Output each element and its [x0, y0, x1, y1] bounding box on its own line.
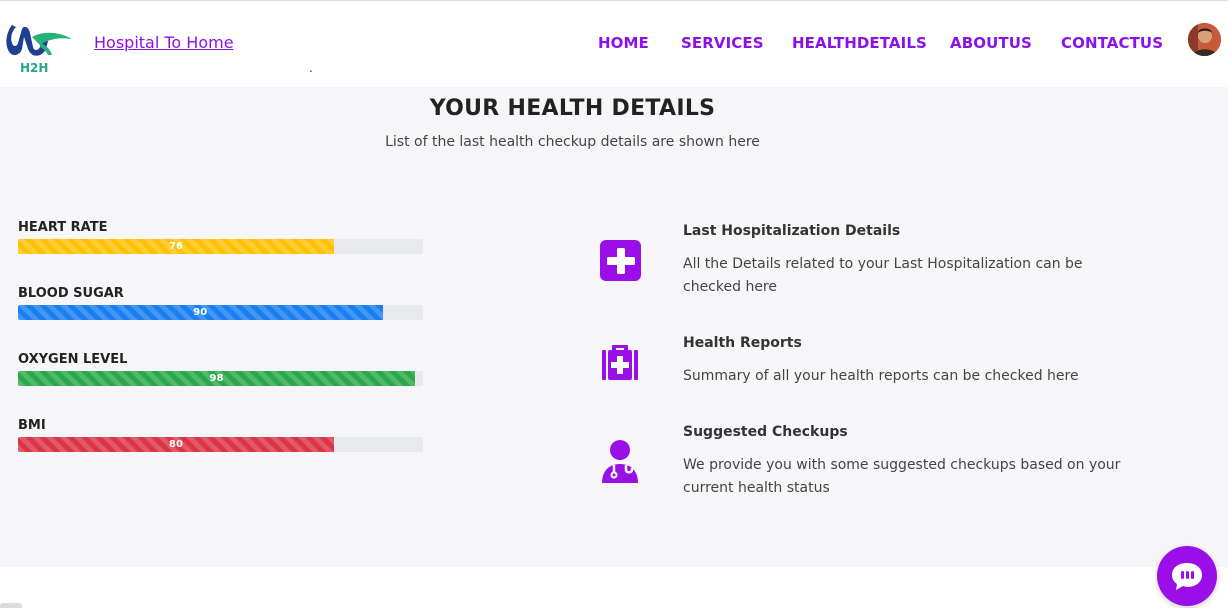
progress-fill: 98: [18, 371, 415, 386]
progress-fill: 90: [18, 305, 383, 320]
metric-bmi: BMI 80: [18, 418, 423, 452]
top-border: [0, 0, 1228, 1]
progress-track: 98: [18, 371, 423, 386]
metric-label: HEART RATE: [18, 220, 108, 235]
metric-blood-sugar: BLOOD SUGAR 90: [18, 286, 423, 320]
feature-desc-health-reports: Summary of all your health reports can b…: [683, 368, 1079, 384]
progress-value: 80: [168, 439, 183, 450]
page-title: YOUR HEALTH DETAILS: [429, 96, 716, 121]
chat-bubble-icon: [1172, 563, 1202, 590]
progress-fill: 80: [18, 437, 334, 452]
metric-heart-rate: HEART RATE 76: [18, 220, 423, 254]
progress-value: 98: [209, 373, 224, 384]
metric-label: OXYGEN LEVEL: [18, 352, 128, 367]
progress-value: 90: [193, 307, 208, 318]
doctor-icon[interactable]: [595, 437, 645, 487]
site-header: H2H Hospital To Home . HOME SERVICES HEA…: [0, 1, 1228, 87]
progress-track: 90: [18, 305, 423, 320]
feature-title-health-reports[interactable]: Health Reports: [683, 335, 802, 351]
feature-desc-hospitalization: All the Details related to your Last Hos…: [683, 256, 1083, 295]
page-subtitle: List of the last health checkup details …: [385, 134, 760, 150]
nav-healthdetails[interactable]: HEALTHDETAILS: [792, 34, 927, 52]
nav-contactus[interactable]: CONTACTUS: [1061, 34, 1164, 52]
footer-area: [0, 567, 1228, 608]
medical-cross-icon[interactable]: [595, 236, 645, 286]
metric-label: BLOOD SUGAR: [18, 286, 124, 301]
logo-text: H2H: [20, 61, 49, 75]
feature-title-suggested-checkups[interactable]: Suggested Checkups: [683, 424, 848, 440]
feature-title-hospitalization[interactable]: Last Hospitalization Details: [683, 223, 901, 239]
chat-button[interactable]: [1157, 546, 1217, 606]
corner-tab[interactable]: [0, 603, 22, 608]
nav-home[interactable]: HOME: [598, 34, 649, 52]
nav-aboutus[interactable]: ABOUTUS: [950, 34, 1032, 52]
metric-label: BMI: [18, 418, 46, 433]
progress-track: 76: [18, 239, 423, 254]
health-details-section: YOUR HEALTH DETAILS List of the last hea…: [0, 87, 1228, 567]
stray-dot: .: [309, 61, 313, 75]
main-nav: HOME SERVICES HEALTHDETAILS ABOUTUS CONT…: [0, 34, 1228, 58]
metric-oxygen-level: OXYGEN LEVEL 98: [18, 352, 423, 386]
h2h-logo[interactable]: H2H: [2, 19, 74, 77]
user-avatar[interactable]: [1188, 23, 1221, 56]
progress-track: 80: [18, 437, 423, 452]
feature-desc-suggested-checkups: We provide you with some suggested check…: [683, 457, 1121, 496]
progress-value: 76: [168, 241, 183, 252]
nav-services[interactable]: SERVICES: [681, 34, 764, 52]
brand-link[interactable]: Hospital To Home: [94, 33, 234, 52]
progress-fill: 76: [18, 239, 334, 254]
first-aid-kit-icon[interactable]: [595, 337, 645, 387]
